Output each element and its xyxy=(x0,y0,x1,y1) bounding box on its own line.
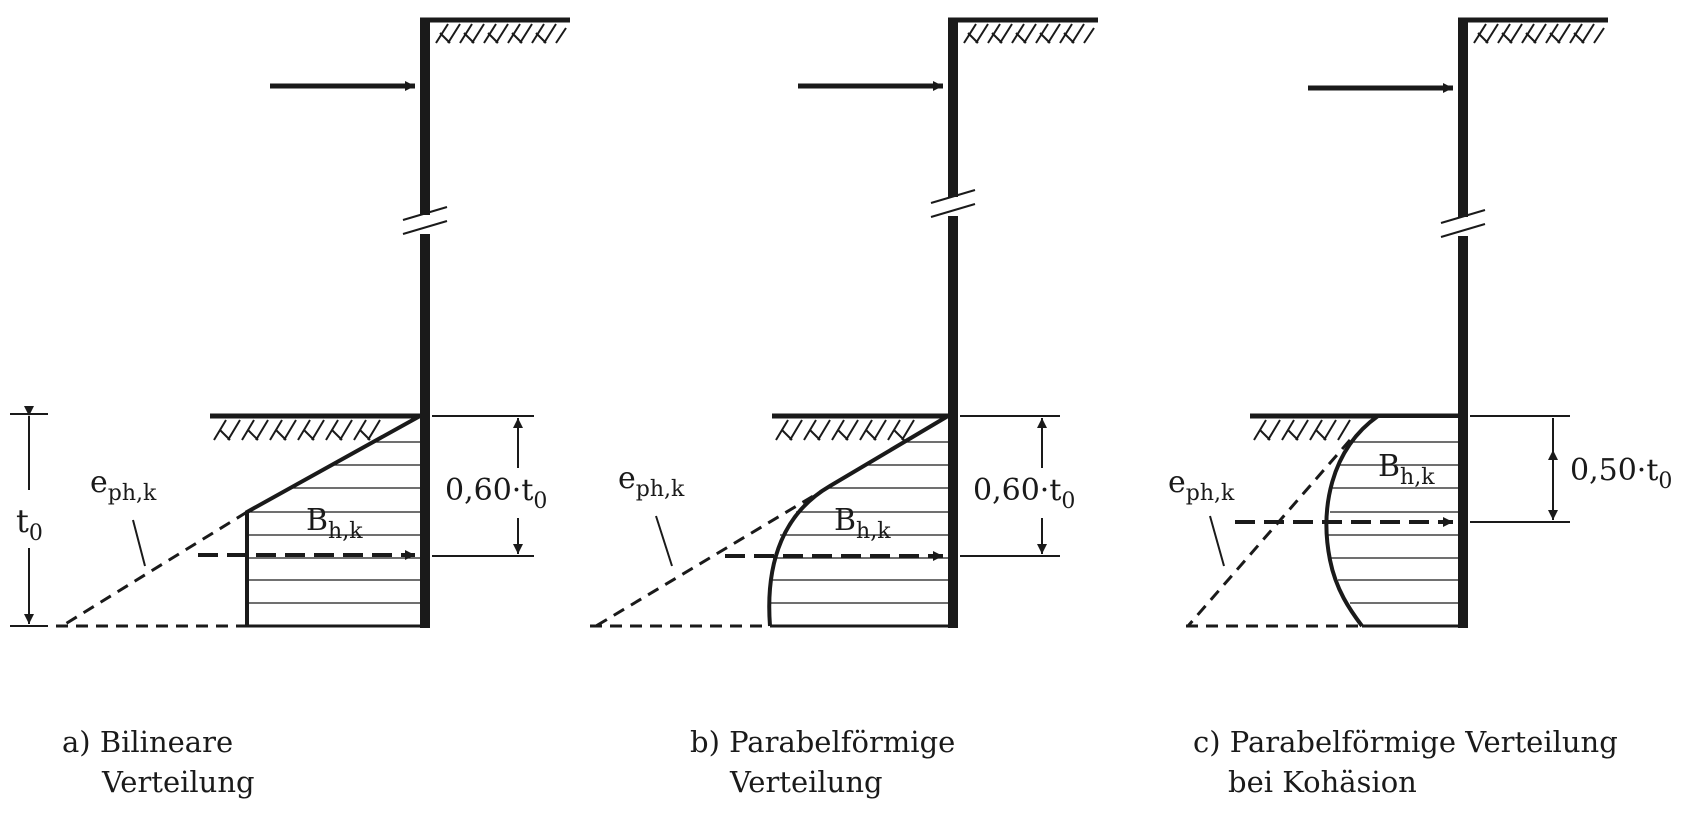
resistance-label: Bh,k xyxy=(1378,449,1435,490)
top-ground-surface xyxy=(1458,17,1608,44)
resistance-label: Bh,k xyxy=(306,503,363,544)
eph-label: eph,k xyxy=(90,465,157,506)
t0-label: t0 xyxy=(16,502,43,546)
caption-c-line1: c) Parabelförmige Verteilung xyxy=(1193,725,1618,759)
caption-c: c) Parabelförmige Verteilung bei Kohäsio… xyxy=(1193,722,1618,802)
panel-c: eph,k Bh,k 0,50·t0 xyxy=(1168,17,1672,628)
eph-label: eph,k xyxy=(618,461,685,502)
eph-leader xyxy=(132,519,146,567)
caption-a: a) Bilineare Verteilung xyxy=(62,722,255,802)
sheet-pile-wall xyxy=(930,18,976,628)
depth-dimension-b xyxy=(960,415,1060,557)
passive-resistance-area xyxy=(245,414,421,628)
excavation-ground-surface xyxy=(1250,413,1460,441)
top-ground-surface xyxy=(420,17,570,44)
caption-b-line1: b) Parabelförmige xyxy=(690,725,956,759)
soil-hatch xyxy=(435,23,567,44)
caption-c-line2: bei Kohäsion xyxy=(1228,765,1417,799)
sheet-pile-wall xyxy=(1440,18,1486,628)
t0-dimension xyxy=(10,406,48,627)
break-mark xyxy=(930,189,976,218)
eph-dashed-line xyxy=(1186,439,1362,628)
depth-dimension-c xyxy=(1470,415,1570,523)
excavation-ground-surface xyxy=(772,413,950,441)
caption-a-line1: a) Bilineare xyxy=(62,725,234,759)
depth-label: 0,60·t0 xyxy=(973,473,1075,514)
eph-leader xyxy=(1209,515,1225,567)
eph-leader xyxy=(655,515,673,567)
panel-a: t0 eph,k Bh,k 0,60·t0 xyxy=(10,17,570,628)
depth-label: 0,50·t0 xyxy=(1570,453,1672,494)
top-ground-surface xyxy=(948,17,1098,44)
eph-label: eph,k xyxy=(1168,465,1235,506)
depth-dimension-a xyxy=(432,415,534,557)
caption-b: b) Parabelförmige Verteilung xyxy=(690,722,955,802)
caption-b-line2: Verteilung xyxy=(730,765,883,799)
eph-dashed-line xyxy=(56,510,248,628)
panel-b: eph,k Bh,k 0,60·t0 xyxy=(590,17,1098,628)
resistance-label: Bh,k xyxy=(834,503,891,544)
sheet-pile-wall xyxy=(402,18,448,628)
break-mark xyxy=(402,206,448,235)
depth-label: 0,60·t0 xyxy=(445,473,547,514)
eph-dashed-line xyxy=(590,484,831,628)
break-mark xyxy=(1440,209,1486,238)
caption-a-line2: Verteilung xyxy=(102,765,255,799)
excavation-ground-surface xyxy=(210,413,422,441)
